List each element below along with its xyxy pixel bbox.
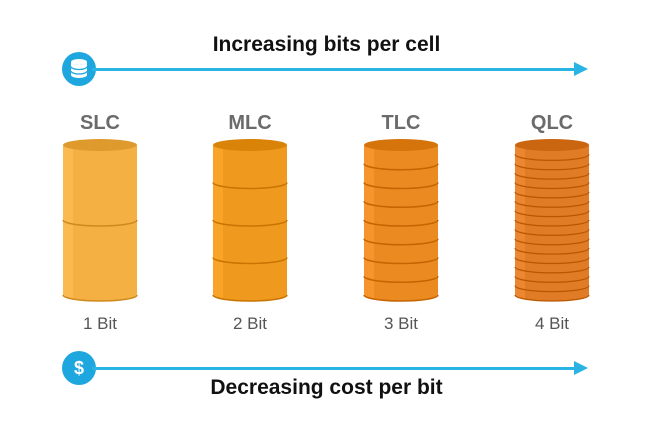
cell-type-tlc: TLC: [381, 112, 421, 134]
database-icon: [62, 52, 96, 86]
tlc-layer: [363, 257, 439, 283]
mlc-layer: [212, 257, 288, 302]
cell-type-qlc: QLC: [530, 112, 574, 134]
tlc-layer: [363, 182, 439, 208]
bottom-title: Decreasing cost per bit: [210, 376, 443, 399]
bottom-arrow-head-icon: [574, 361, 588, 375]
top-title: Increasing bits per cell: [212, 33, 441, 56]
slc-layer: [62, 220, 138, 302]
top-arrow-line: [92, 68, 578, 71]
bottom-arrow-line: [92, 367, 578, 370]
tlc-stack: [363, 139, 439, 302]
mlc-layer: [212, 139, 288, 190]
mlc-layer: [212, 182, 288, 227]
bits-label-mlc: 2 Bit: [232, 314, 268, 333]
cell-type-mlc: MLC: [228, 112, 272, 134]
qlc-layer: [514, 139, 590, 161]
cell-type-slc: SLC: [80, 112, 120, 134]
tlc-layer: [363, 220, 439, 246]
bits-label-qlc: 4 Bit: [534, 314, 570, 333]
bits-label-slc: 1 Bit: [82, 314, 118, 333]
tlc-layer: [363, 238, 439, 265]
mlc-stack: [212, 139, 288, 302]
bits-label-tlc: 3 Bit: [383, 314, 419, 333]
top-arrow-head-icon: [574, 62, 588, 76]
tlc-layer: [363, 276, 439, 302]
bottom-arrow-row: $: [62, 349, 592, 389]
top-arrow-row: [62, 50, 592, 90]
tlc-layer: [363, 163, 439, 190]
dollar-icon: $: [62, 351, 96, 385]
slc-stack: [62, 139, 138, 302]
dollar-glyph: $: [73, 358, 84, 378]
tlc-layer: [363, 201, 439, 227]
tlc-layer: [363, 139, 439, 171]
qlc-stack: [514, 139, 590, 302]
mlc-layer: [212, 220, 288, 265]
slc-layer: [62, 139, 138, 227]
